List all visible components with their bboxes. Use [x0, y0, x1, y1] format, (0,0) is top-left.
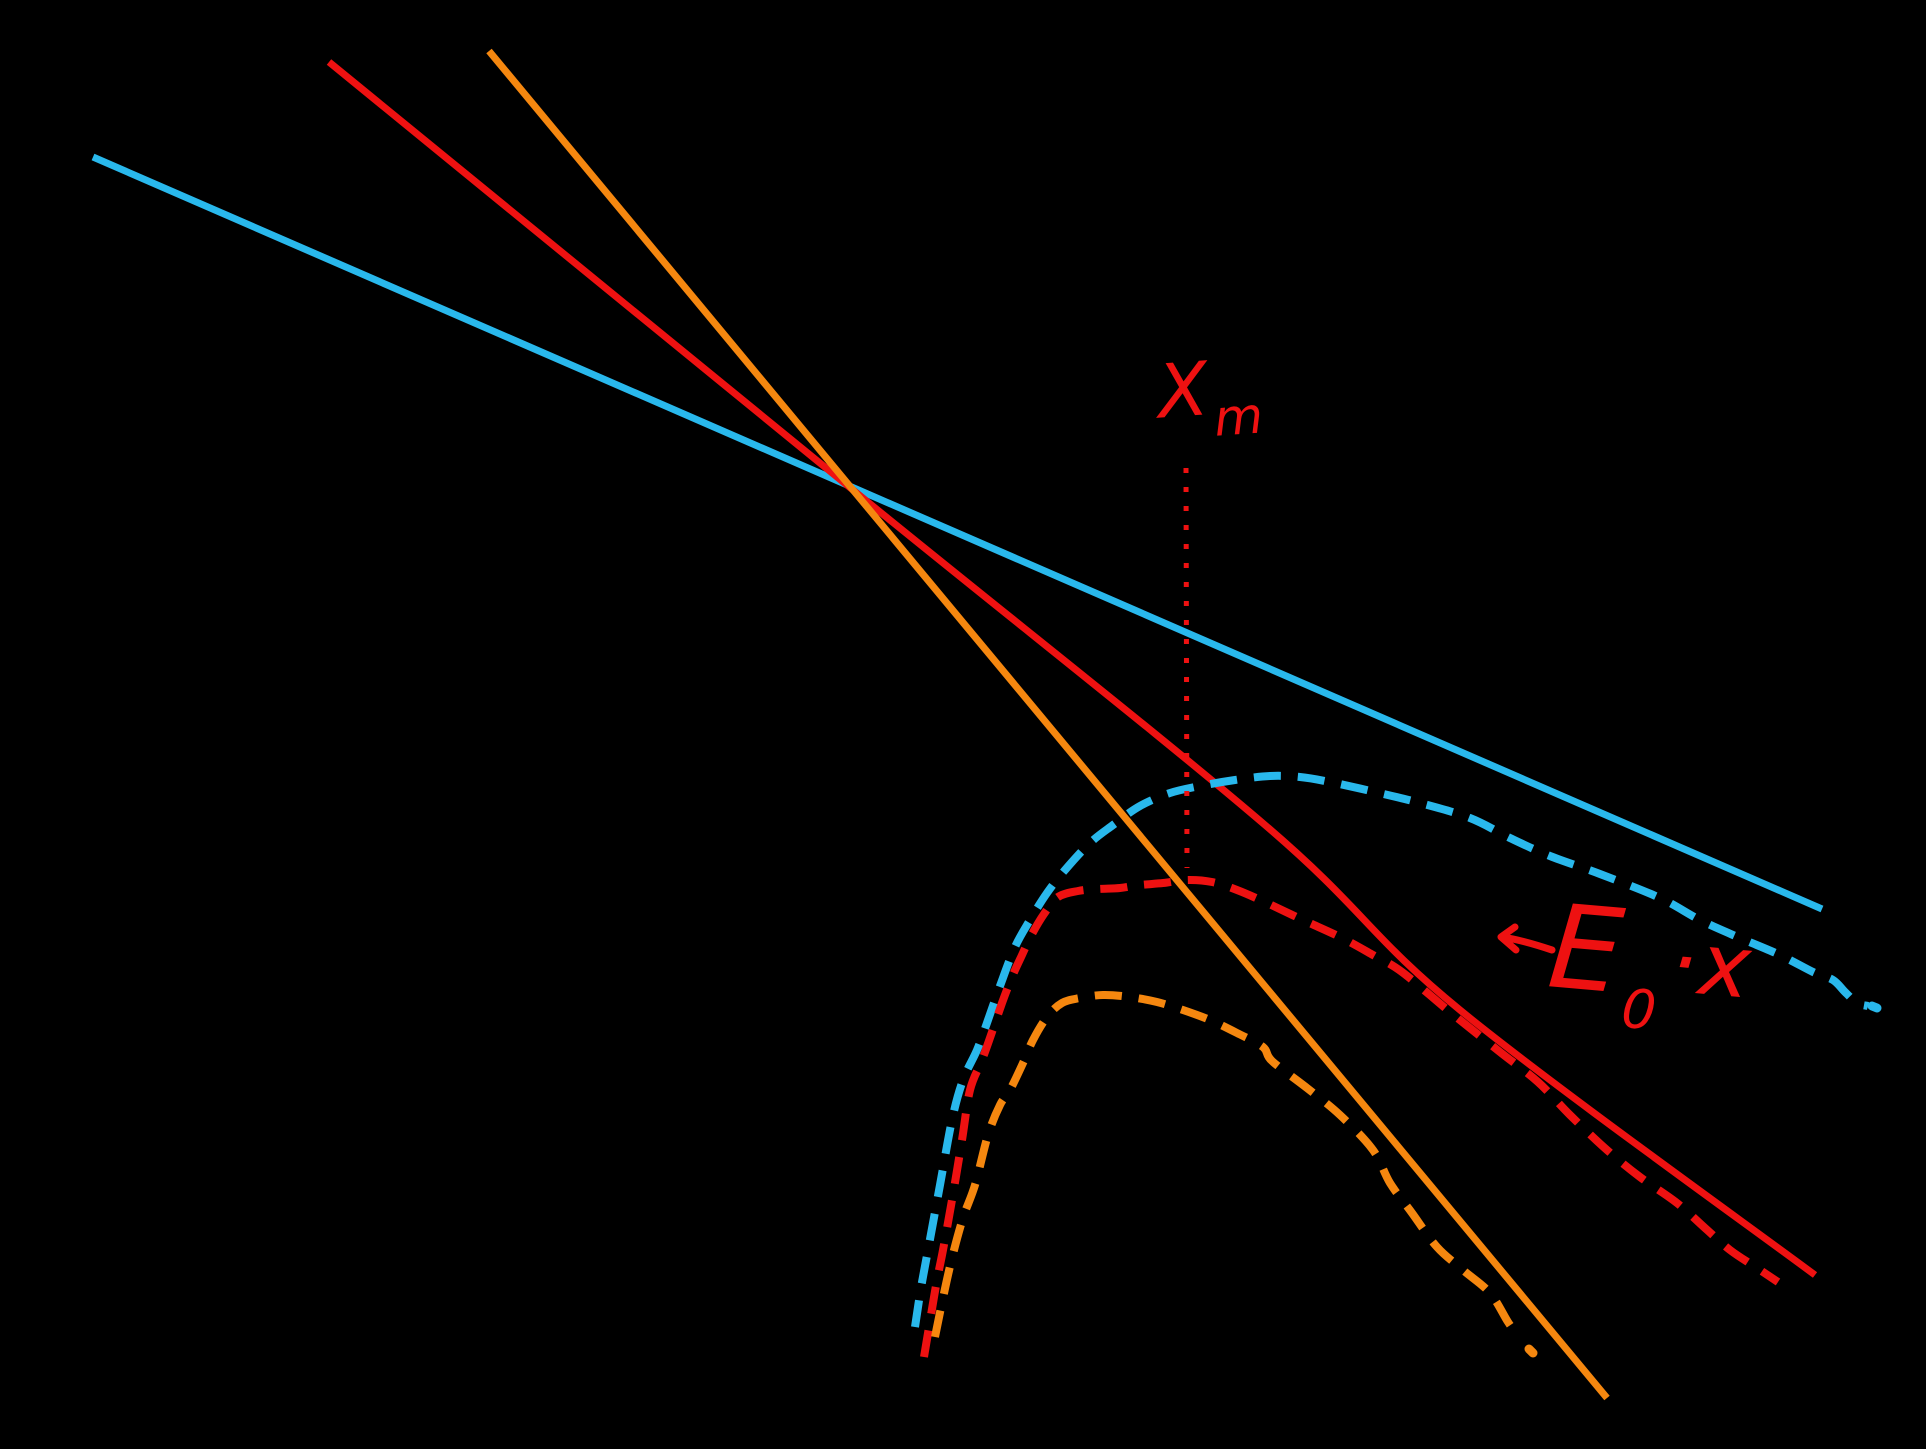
- xm-label: Xm: [1154, 346, 1267, 448]
- orange-solid-line: [486, 48, 1610, 1401]
- red-dashed-curve: [920, 875, 1781, 1358]
- orange-dash-end-dot: [1524, 1344, 1538, 1358]
- e0x-label-subscript: 0: [1618, 976, 1661, 1043]
- e0x-label-suffix: ·x: [1665, 911, 1757, 1019]
- xm-marker-dotted-line: [1183, 467, 1190, 869]
- orange-dashed-curve: [931, 990, 1522, 1339]
- cyan-dash-end-dot: [1867, 1001, 1882, 1013]
- xm-label-base: X: [1154, 346, 1214, 436]
- red-solid-line: [326, 59, 1818, 1278]
- cyan-solid-line: [91, 153, 1824, 913]
- minus-arrow-icon: [1497, 923, 1556, 954]
- e0x-label: E0·x: [1542, 879, 1757, 1046]
- xm-label-subscript: m: [1212, 386, 1267, 448]
- cyan-dashed-curve: [911, 771, 1870, 1328]
- e0x-label-base: E: [1543, 879, 1631, 1021]
